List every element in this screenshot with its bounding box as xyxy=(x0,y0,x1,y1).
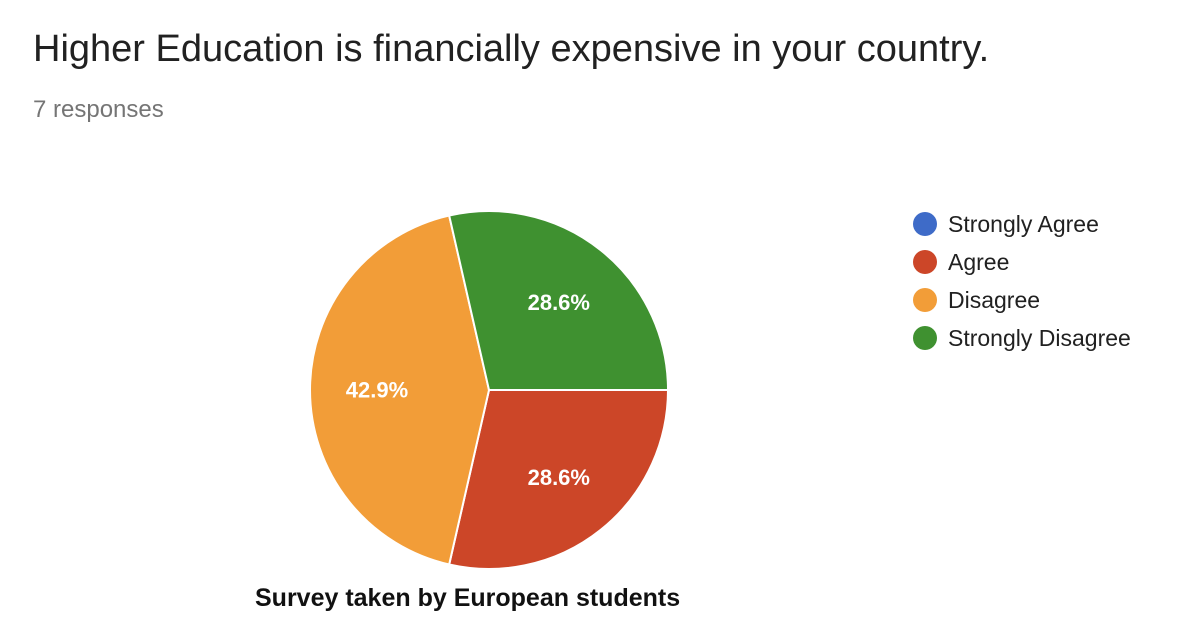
legend-label-strongly-disagree: Strongly Disagree xyxy=(948,324,1131,351)
slice-label-strongly-disagree: 28.6% xyxy=(528,290,590,315)
legend-item-strongly-disagree[interactable]: Strongly Disagree xyxy=(913,319,1131,357)
legend-swatch-disagree xyxy=(913,288,937,312)
pie-slice-disagree[interactable] xyxy=(309,214,491,566)
chart-legend: Strongly Agree Agree Disagree Strongly Disa… xyxy=(913,205,1131,357)
chart-caption: Survey taken by European students xyxy=(255,584,681,612)
chart-title: Higher Education is financially expensiv… xyxy=(33,28,990,70)
slice-label-disagree: 42.9% xyxy=(346,378,408,403)
response-count: 7 responses xyxy=(33,96,164,123)
legend-item-strongly-agree[interactable]: Strongly Agree xyxy=(913,205,1131,243)
slice-label-agree: 28.6% xyxy=(528,465,590,490)
legend-item-disagree[interactable]: Disagree xyxy=(913,281,1131,319)
legend-label-strongly-agree: Strongly Agree xyxy=(948,210,1099,237)
pie-slice-agree[interactable] xyxy=(447,389,670,570)
legend-item-agree[interactable]: Agree xyxy=(913,243,1131,281)
legend-swatch-strongly-disagree xyxy=(913,326,937,350)
legend-label-disagree: Disagree xyxy=(948,286,1041,313)
legend-swatch-strongly-agree xyxy=(913,212,937,236)
legend-label-agree: Agree xyxy=(948,248,1010,275)
pie-slice-strongly-disagree[interactable] xyxy=(447,210,670,391)
legend-swatch-agree xyxy=(913,250,937,274)
